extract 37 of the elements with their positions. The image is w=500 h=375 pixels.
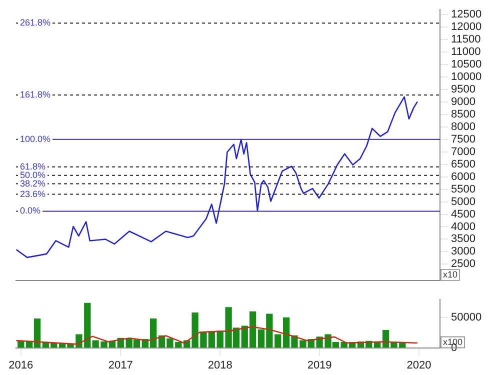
y-tick-label: 11500 — [451, 34, 481, 46]
x-tick-label: 2020 — [406, 359, 432, 372]
y-tick-label: 10500 — [451, 58, 482, 71]
annotation: 261.8% — [20, 18, 51, 28]
annotation: 23.6% — [20, 188, 46, 199]
y-tick-label: 5000 — [451, 196, 476, 208]
x-tick-label: 2019 — [307, 359, 332, 372]
bar — [274, 334, 282, 348]
y-tick-label: 7000 — [451, 146, 476, 158]
y-tick-label: 12000 — [451, 21, 482, 34]
y-tick-label: 12500 — [451, 8, 482, 21]
y-tick-label: 4500 — [451, 208, 476, 220]
x-tick-label: 2018 — [208, 359, 232, 372]
y-tick-label: 7500 — [451, 133, 476, 146]
y-tick-label: 8000 — [451, 120, 476, 133]
y-tick-label: 8500 — [451, 108, 476, 120]
y-tick-label: 10000 — [451, 71, 482, 84]
y-tick-label: 6000 — [451, 170, 476, 183]
y-tick-label: 2500 — [451, 258, 476, 270]
y-tick-label: 3000 — [451, 246, 476, 258]
annotation: 38.2% — [20, 178, 46, 188]
y-tick-label: 3500 — [451, 233, 476, 246]
y-tick-label: 5500 — [451, 183, 476, 196]
annotation: 61.8% — [20, 161, 46, 172]
annotation: 50.0% — [20, 170, 46, 180]
annotation: 0.0% — [20, 206, 41, 216]
x-tick-label: 2017 — [108, 359, 133, 372]
x-tick-label: 2016 — [8, 359, 34, 372]
annotation: 100.0% — [20, 134, 51, 144]
y-tick-label: 11000 — [451, 46, 481, 58]
y-tick-label: 9000 — [451, 96, 476, 108]
y-tick-label: 50000 — [451, 312, 482, 324]
y-tick-label: 6500 — [451, 158, 476, 170]
annotation: 161.8% — [20, 89, 51, 100]
text: x10 — [443, 269, 458, 280]
y-tick-label: 4000 — [451, 220, 476, 233]
y-tick-label: 9500 — [451, 84, 476, 96]
